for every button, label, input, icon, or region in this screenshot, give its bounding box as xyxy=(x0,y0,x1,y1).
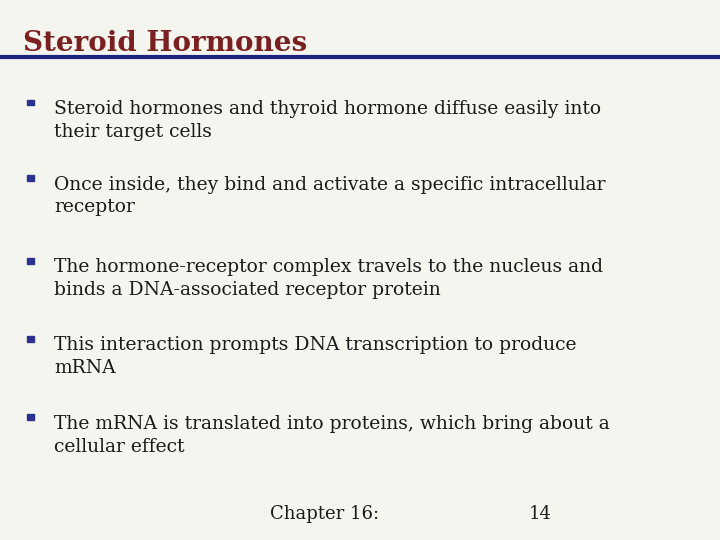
Text: Chapter 16:: Chapter 16: xyxy=(270,505,379,523)
Text: 14: 14 xyxy=(529,505,552,523)
Bar xyxy=(27,415,34,420)
Text: Steroid Hormones: Steroid Hormones xyxy=(23,30,307,57)
Text: The mRNA is translated into proteins, which bring about a
cellular effect: The mRNA is translated into proteins, wh… xyxy=(54,415,610,456)
Text: This interaction prompts DNA transcription to produce
mRNA: This interaction prompts DNA transcripti… xyxy=(54,336,577,377)
Text: Once inside, they bind and activate a specific intracellular
receptor: Once inside, they bind and activate a sp… xyxy=(54,176,606,217)
Bar xyxy=(27,100,34,105)
Bar xyxy=(27,258,34,264)
Bar xyxy=(27,175,34,181)
Text: Steroid hormones and thyroid hormone diffuse easily into
their target cells: Steroid hormones and thyroid hormone dif… xyxy=(54,100,601,141)
Bar xyxy=(27,336,34,342)
Text: The hormone-receptor complex travels to the nucleus and
binds a DNA-associated r: The hormone-receptor complex travels to … xyxy=(54,258,603,299)
